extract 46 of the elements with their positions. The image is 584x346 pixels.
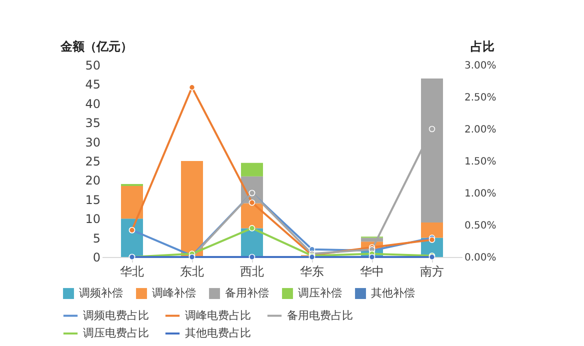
y2-tick-label: 0.00% (464, 252, 496, 264)
y-tick-label: 45 (85, 78, 100, 92)
y2-tick-label: 2.50% (464, 92, 496, 104)
y-tick-label: 15 (85, 192, 100, 207)
y-tick-label: 0 (92, 250, 100, 264)
x-tick-label: 东北 (180, 264, 204, 278)
legend-label: 调压补偿 (298, 286, 342, 300)
x-tick-label: 华北 (120, 264, 144, 278)
bar (181, 161, 203, 257)
y-tick-label: 50 (85, 58, 100, 72)
legend-label: 备用补偿 (225, 286, 269, 300)
point (188, 84, 196, 91)
y-tick-label: 30 (85, 135, 100, 150)
x-tick-label: 华东 (300, 264, 324, 278)
legend-label: 调峰电费占比 (185, 308, 251, 322)
y2-tick-label: 2.00% (464, 124, 496, 136)
legend-label: 其他电费占比 (185, 326, 251, 340)
bar (421, 222, 443, 238)
legend-label: 调峰补偿 (152, 286, 196, 300)
legend-label: 其他补偿 (371, 286, 415, 300)
y-axis-title: 金额（亿元） (60, 40, 132, 54)
bar (121, 186, 143, 219)
point (248, 199, 256, 206)
y-tick-label: 25 (85, 154, 100, 168)
legend-label: 调频补偿 (79, 286, 123, 300)
y-tick-label: 10 (85, 212, 100, 226)
y2-tick-label: 3.00% (464, 60, 496, 72)
x-tick-label: 西北 (240, 264, 264, 278)
y2-tick-label: 1.50% (464, 156, 496, 168)
bar (241, 162, 263, 176)
y2-tick-label: 1.00% (464, 188, 496, 200)
legend-label: 调压电费占比 (83, 326, 149, 340)
legend-label: 备用电费占比 (287, 308, 353, 322)
y-tick-label: 20 (85, 174, 100, 188)
point (248, 254, 256, 260)
x-tick-label: 南方 (420, 264, 444, 278)
point (428, 126, 436, 132)
x-tick-label: 华中 (360, 264, 384, 278)
y-tick-label: 40 (85, 96, 100, 111)
y2-tick-label: 0.50% (464, 220, 496, 232)
y-tick-label: 35 (85, 116, 100, 130)
point (368, 254, 376, 260)
legend-label: 调频电费占比 (83, 308, 149, 322)
y2-axis-title: 占比 (470, 40, 494, 54)
point (248, 225, 256, 232)
y-tick-label: 5 (92, 231, 100, 246)
